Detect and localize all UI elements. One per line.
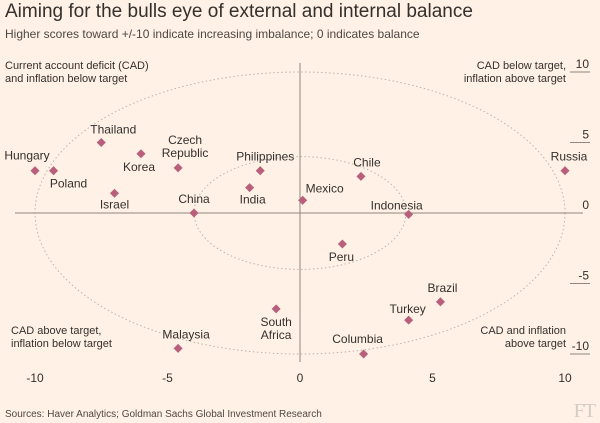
point-russia [560, 166, 570, 176]
point-label-peru: Peru [329, 250, 354, 264]
y-tick-label: -10 [572, 339, 590, 353]
point-label-south-africa: South Africa [260, 315, 291, 342]
point-peru [337, 239, 347, 249]
point-label-thailand: Thailand [90, 123, 136, 137]
point-label-czech-republic: Czech Republic [162, 133, 209, 160]
point-label-mexico: Mexico [306, 181, 344, 195]
y-tick-label: 0 [582, 198, 589, 212]
quadrant-label-bottom-right: CAD and inflation above target [480, 325, 566, 350]
point-label-malaysia: Malaysia [162, 327, 210, 341]
point-turkey [404, 315, 414, 325]
point-columbia [359, 349, 369, 359]
y-tick-label: -5 [578, 269, 589, 283]
point-label-hungary: Hungary [4, 149, 49, 163]
point-label-brazil: Brazil [427, 281, 457, 295]
point-label-russia: Russia [551, 150, 588, 164]
quadrant-label-top-right: CAD below target, inflation above target [464, 60, 566, 85]
point-india [245, 183, 255, 193]
point-thailand [96, 137, 106, 148]
point-label-israel: Israel [100, 197, 129, 211]
point-label-indonesia: Indonesia [371, 198, 423, 212]
y-tick-label: 5 [582, 128, 589, 142]
point-south-africa [271, 304, 281, 314]
point-malaysia [173, 343, 183, 353]
x-tick-label: 5 [429, 371, 436, 385]
point-brazil [435, 297, 445, 307]
point-indonesia [404, 209, 414, 219]
point-poland [49, 166, 59, 176]
quadrant-label-bottom-left: CAD above target, inflation below target [11, 325, 112, 350]
quadrant-label-top-left: Current account deficit (CAD) and inflati… [5, 60, 149, 85]
point-korea [136, 149, 146, 159]
x-tick-label: 10 [558, 371, 572, 385]
point-label-china: China [178, 192, 210, 206]
chart-title: Aiming for the bulls eye of external and… [5, 1, 473, 22]
point-label-poland: Poland [50, 177, 87, 191]
point-mexico [298, 195, 308, 205]
point-label-chile: Chile [353, 155, 381, 169]
point-label-columbia: Columbia [332, 332, 383, 346]
x-tick-label: 0 [297, 371, 304, 385]
point-label-korea: Korea [123, 160, 155, 174]
point-label-turkey: Turkey [390, 302, 426, 316]
point-label-philippines: Philippines [236, 150, 294, 164]
point-hungary [30, 166, 40, 176]
y-tick-label: 10 [576, 57, 590, 71]
x-tick-label: -10 [26, 371, 44, 385]
point-chile [356, 171, 366, 181]
point-czech-republic [173, 163, 183, 173]
x-tick-label: -5 [162, 371, 173, 385]
point-china [189, 208, 199, 218]
point-israel [109, 188, 120, 198]
ft-logo: FT [573, 400, 596, 422]
chart-subtitle: Higher scores toward +/-10 indicate incr… [5, 27, 420, 41]
point-label-india: India [240, 193, 266, 207]
source-note: Sources: Haver Analytics; Goldman Sachs … [5, 409, 322, 420]
point-philippines [255, 166, 265, 176]
